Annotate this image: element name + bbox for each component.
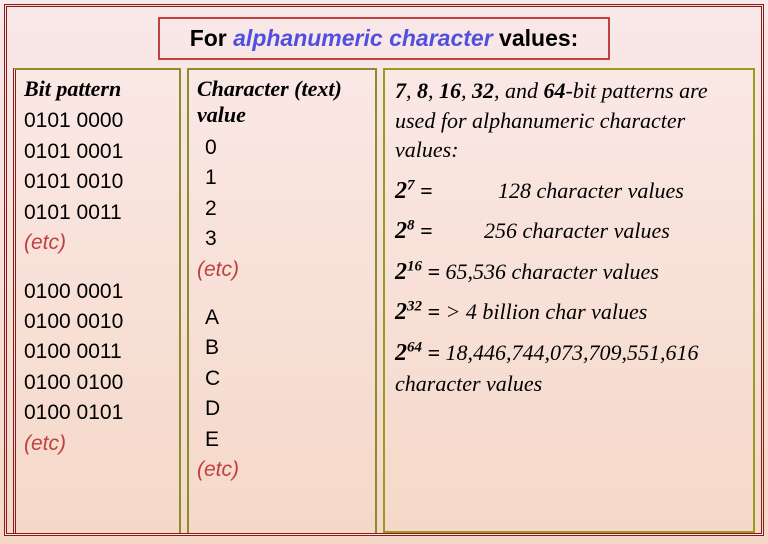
spacer — [24, 259, 171, 277]
bit-row: 0100 0101 — [24, 398, 171, 428]
base: 2 — [395, 299, 407, 325]
char-row: 2 — [197, 194, 367, 224]
character-value-column: Character (text) value 0 1 2 3 (etc) A B… — [187, 68, 377, 533]
title-emphasis: alphanumeric character — [233, 25, 493, 51]
bit-row: 0101 0001 — [24, 137, 171, 167]
equals: = — [422, 299, 446, 324]
bit-size: 7 — [395, 78, 406, 103]
power-value: 128 character values — [498, 178, 684, 203]
explanation-column: 7, 8, 16, 32, and 64-bit patterns are us… — [383, 68, 755, 533]
columns: Bit pattern 0101 0000 0101 0001 0101 001… — [7, 68, 761, 533]
base: 2 — [395, 340, 407, 366]
bit-size: 16 — [439, 78, 461, 103]
base: 2 — [395, 259, 407, 285]
bit-size: 8 — [417, 78, 428, 103]
bit-row: 0101 0000 — [24, 106, 171, 136]
exponent: 64 — [407, 339, 422, 355]
exponent: 7 — [407, 178, 415, 194]
char-row: E — [197, 425, 367, 455]
bit-row: 0101 0010 — [24, 167, 171, 197]
col1-header: Bit pattern — [24, 76, 171, 102]
etc-label: (etc) — [197, 455, 367, 485]
bit-row: 0100 0100 — [24, 368, 171, 398]
exponent: 32 — [407, 299, 422, 315]
col2-header: Character (text) value — [197, 76, 367, 129]
bit-row: 0101 0011 — [24, 198, 171, 228]
spacer — [197, 285, 367, 303]
power-line: 28 = 256 character values — [395, 215, 743, 247]
power-line: 264 = 18,446,744,073,709,551,616 charact… — [395, 337, 743, 399]
base: 2 — [395, 178, 407, 204]
title-prefix: For — [190, 25, 233, 51]
title-row: For alphanumeric character values: — [7, 7, 761, 68]
power-value: 65,536 character values — [446, 259, 659, 284]
exponent: 16 — [407, 259, 422, 275]
etc-label: (etc) — [24, 429, 171, 459]
title-box: For alphanumeric character values: — [158, 17, 611, 60]
bit-row: 0100 0010 — [24, 307, 171, 337]
char-row: B — [197, 333, 367, 363]
exponent: 8 — [407, 218, 415, 234]
char-row: 1 — [197, 163, 367, 193]
etc-label: (etc) — [24, 228, 171, 258]
equals: = — [422, 259, 446, 284]
bit-size: 32 — [472, 78, 494, 103]
char-row: A — [197, 303, 367, 333]
power-line: 27 = 128 character values — [395, 175, 743, 207]
char-row: 3 — [197, 224, 367, 254]
etc-label: (etc) — [197, 255, 367, 285]
bit-pattern-column: Bit pattern 0101 0000 0101 0001 0101 001… — [13, 68, 181, 533]
intro-text: 7, 8, 16, 32, and 64-bit patterns are us… — [395, 76, 743, 165]
equals: = — [415, 218, 439, 243]
equals: = — [422, 340, 446, 365]
char-row: 0 — [197, 133, 367, 163]
equals: = — [415, 178, 439, 203]
bit-size: 64 — [544, 78, 566, 103]
bit-row: 0100 0001 — [24, 277, 171, 307]
char-row: D — [197, 394, 367, 424]
power-line: 232 = > 4 billion char values — [395, 296, 743, 328]
bit-row: 0100 0011 — [24, 337, 171, 367]
power-value: > 4 billion char values — [446, 299, 648, 324]
power-line: 216 = 65,536 character values — [395, 256, 743, 288]
title-suffix: values: — [493, 25, 579, 51]
char-row: C — [197, 364, 367, 394]
power-value: 256 character values — [484, 218, 670, 243]
base: 2 — [395, 218, 407, 244]
slide-frame: For alphanumeric character values: Bit p… — [4, 4, 764, 536]
